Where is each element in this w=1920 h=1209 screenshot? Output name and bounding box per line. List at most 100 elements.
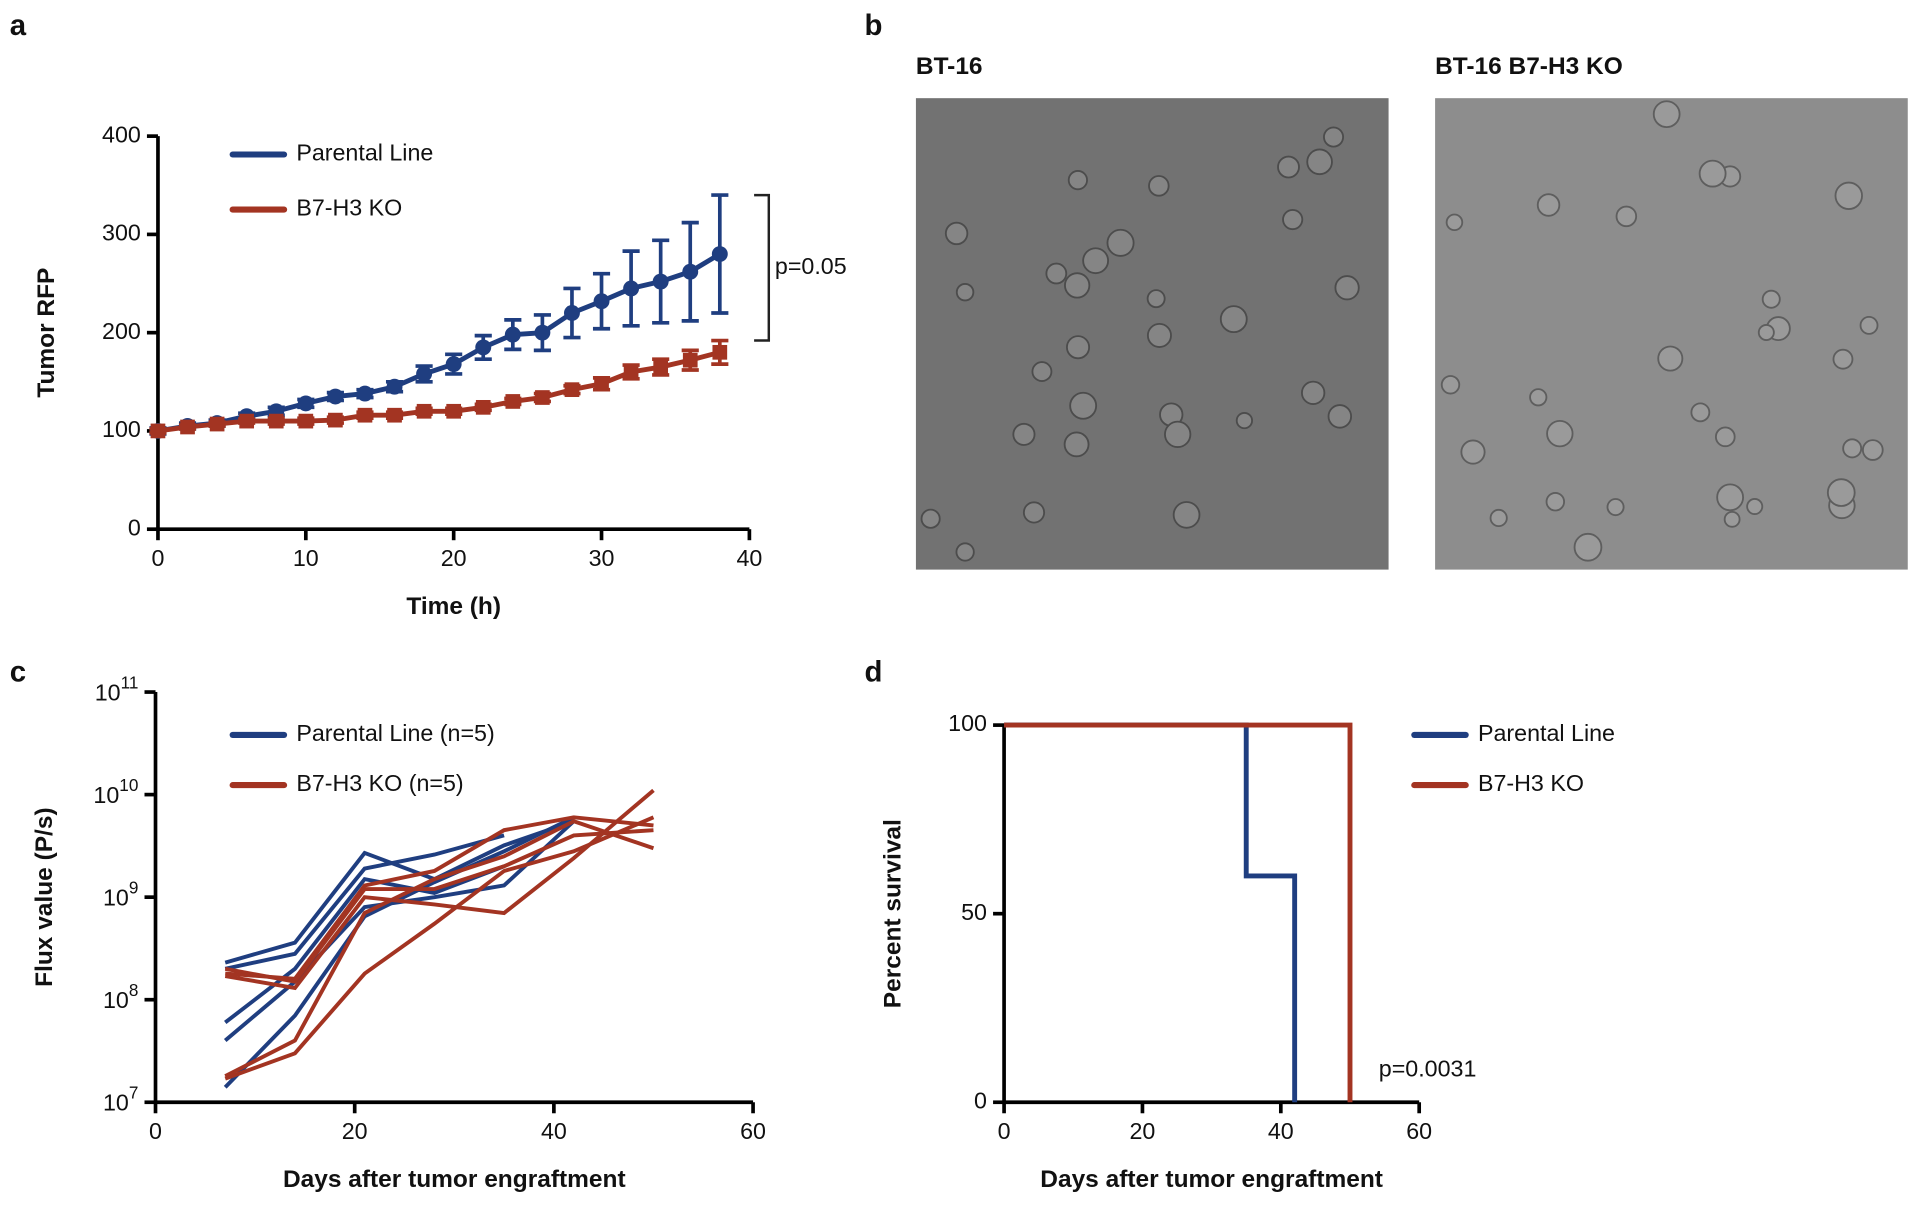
cell xyxy=(1714,426,1736,448)
y-tick-exponent: 8 xyxy=(129,980,139,1000)
y-axis-title: Percent survival xyxy=(879,819,906,1008)
cell xyxy=(1146,289,1166,309)
cell xyxy=(1301,380,1326,405)
cell xyxy=(1546,419,1574,448)
marker xyxy=(327,388,344,405)
x-axis-title: Time (h) xyxy=(406,593,501,620)
marker xyxy=(475,339,492,356)
x-axis-title: Days after tumor engraftment xyxy=(283,1166,626,1193)
y-tick-label: 0 xyxy=(128,514,141,540)
marker xyxy=(475,399,491,415)
marker xyxy=(445,356,462,373)
legend-label: Parental Line xyxy=(296,140,433,166)
cell xyxy=(1842,438,1863,459)
cell xyxy=(1859,315,1879,335)
survival-curve xyxy=(1004,722,1298,1103)
marker xyxy=(564,382,580,398)
y-tick-base: 10 xyxy=(103,885,129,911)
x-tick-label: 0 xyxy=(149,1118,162,1144)
cell xyxy=(1826,478,1856,507)
x-axis-title: Days after tumor engraftment xyxy=(1040,1166,1383,1193)
x-tick-label: 0 xyxy=(151,545,164,571)
cell xyxy=(1536,193,1561,217)
y-tick-exponent: 9 xyxy=(129,877,139,897)
marker xyxy=(652,273,669,290)
marker xyxy=(387,407,402,423)
cell xyxy=(1306,148,1333,176)
marker xyxy=(386,378,403,395)
x-tick-label: 60 xyxy=(740,1118,766,1144)
marker xyxy=(150,423,166,439)
series-line xyxy=(224,864,505,1025)
y-tick-exponent: 10 xyxy=(119,775,138,795)
cell xyxy=(920,508,941,529)
legend-label: B7-H3 KO xyxy=(1478,770,1584,796)
marker xyxy=(416,403,432,419)
marker xyxy=(593,293,610,310)
marker xyxy=(357,385,373,402)
y-tick-label: 1011 xyxy=(95,672,139,706)
x-tick-label: 40 xyxy=(1268,1118,1294,1144)
cell xyxy=(1082,247,1110,275)
marker xyxy=(297,395,314,412)
series-line xyxy=(157,251,722,434)
cell xyxy=(1334,275,1360,301)
series-line xyxy=(224,819,575,965)
panel-label: a xyxy=(10,9,27,42)
cell xyxy=(1063,431,1090,458)
cell xyxy=(1282,208,1304,231)
y-tick-label: 400 xyxy=(102,121,141,147)
cell xyxy=(1489,508,1508,528)
y-tick-label: 1010 xyxy=(93,775,138,809)
cell xyxy=(1323,126,1345,148)
image-title: BT-16 B7-H3 KO xyxy=(1435,53,1623,80)
marker xyxy=(535,390,550,405)
series-line xyxy=(224,788,655,991)
y-tick-base: 10 xyxy=(103,1090,129,1116)
cell xyxy=(1045,262,1068,285)
y-tick-label: 300 xyxy=(102,220,141,246)
marker xyxy=(711,246,728,263)
cell xyxy=(1690,402,1711,423)
marker xyxy=(446,403,462,419)
x-tick-label: 20 xyxy=(441,545,467,571)
legend-label: B7-H3 KO xyxy=(296,195,402,221)
cell xyxy=(1861,439,1884,461)
image-title: BT-16 xyxy=(916,53,983,80)
significance-bracket xyxy=(754,193,771,342)
series-line xyxy=(224,815,655,1081)
marker xyxy=(268,413,284,429)
series-line xyxy=(224,833,505,971)
cell xyxy=(1606,498,1625,517)
x-tick-label: 40 xyxy=(541,1118,567,1144)
cell xyxy=(1529,388,1548,407)
marker xyxy=(534,324,551,341)
cell xyxy=(1757,324,1775,341)
cell xyxy=(1545,492,1566,512)
y-tick-exponent: 7 xyxy=(129,1082,139,1102)
x-tick-label: 10 xyxy=(293,545,319,571)
legend-label: B7-H3 KO (n=5) xyxy=(296,770,463,796)
marker xyxy=(623,280,640,297)
cell xyxy=(1067,170,1088,191)
marker xyxy=(239,413,255,429)
x-tick-label: 0 xyxy=(998,1118,1011,1144)
legend-label: Parental Line (n=5) xyxy=(296,720,494,746)
cell xyxy=(1652,100,1681,129)
cell xyxy=(1657,345,1684,372)
panel-label: b xyxy=(864,9,882,42)
cell xyxy=(1445,213,1464,232)
y-axis-title: Tumor RFP xyxy=(33,268,60,398)
cell xyxy=(1327,404,1353,429)
y-tick-label: 108 xyxy=(103,980,138,1014)
marker xyxy=(328,412,343,428)
cell xyxy=(1164,420,1192,448)
marker xyxy=(682,352,698,368)
cell xyxy=(955,282,975,302)
marker xyxy=(594,376,609,392)
marker xyxy=(209,416,225,432)
marker xyxy=(504,326,521,343)
y-tick-label: 100 xyxy=(948,710,987,736)
cell xyxy=(1277,155,1300,179)
